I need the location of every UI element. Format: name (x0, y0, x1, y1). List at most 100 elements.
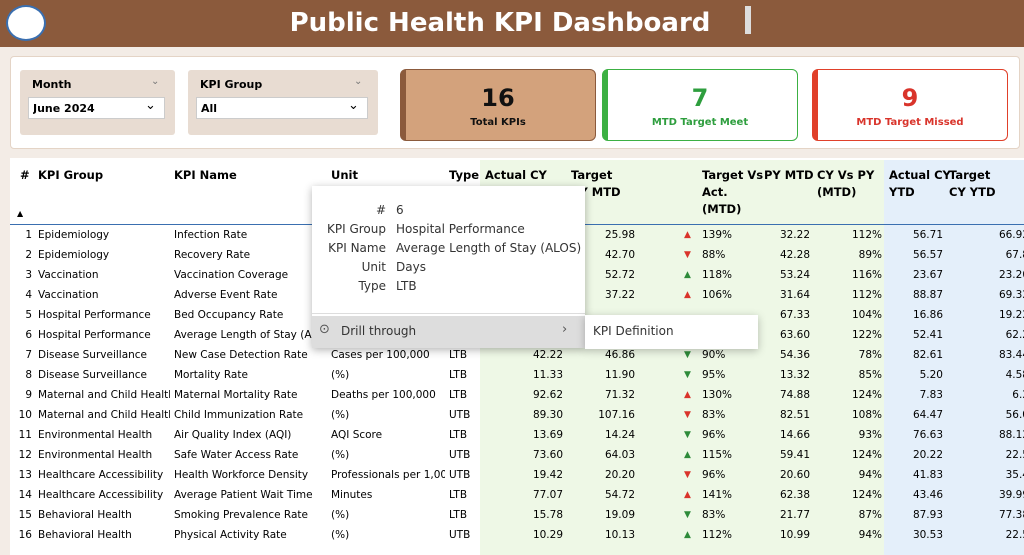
cell: (%) (331, 509, 350, 521)
status-arrow: ▼ (684, 250, 691, 260)
cell: 56.57 (912, 249, 943, 261)
cell: 96% (702, 469, 726, 481)
cell: Hospital Performance (38, 329, 151, 341)
cell: 37.22 (604, 289, 635, 301)
status-arrow: ▲ (684, 230, 691, 240)
cell: 53.24 (779, 269, 810, 281)
cell: 124% (851, 489, 882, 501)
submenu[interactable] (585, 315, 758, 349)
column-header: KPI Name (174, 168, 237, 182)
cell: 112% (851, 289, 882, 301)
cell: 90% (702, 349, 726, 361)
cell: Vaccination (38, 269, 99, 281)
cell: 10 (18, 409, 32, 421)
menu-chevron: › (562, 322, 568, 337)
cell: 2 (25, 249, 32, 261)
menu-icon: ⊙ (319, 322, 330, 337)
filter-label: Month (32, 78, 72, 91)
cell: Hospital Performance (38, 309, 151, 321)
cell: 5 (25, 309, 32, 321)
cell: AQI Score (331, 429, 383, 441)
kpi-card (602, 69, 798, 141)
column-header: Unit (331, 168, 358, 182)
cell: 54.72 (604, 489, 635, 501)
kpi-label: MTD Target Missed (856, 117, 964, 128)
cell: 4 (25, 289, 32, 301)
cell: Environmental Health (38, 449, 153, 461)
cell: 67.8 (1005, 249, 1024, 261)
cell: Cases per 100,000 (331, 349, 430, 361)
cell: Health Workforce Density (174, 469, 309, 481)
cell: (%) (331, 449, 350, 461)
cell: Deaths per 100,000 (331, 389, 436, 401)
status-arrow: ▲ (684, 490, 691, 500)
cell: Maternal Mortality Rate (174, 389, 298, 401)
cell: Child Immunization Rate (174, 409, 304, 421)
cell: UTB (449, 449, 471, 461)
cell: 94% (858, 469, 882, 481)
menu-text: Drill through (341, 324, 417, 338)
tooltip-label: KPI Group (327, 222, 386, 236)
filter-value: June 2024 (33, 102, 95, 115)
status-arrow: ▼ (684, 410, 691, 420)
column-header: PY MTD (764, 168, 814, 182)
column-header: # (20, 168, 30, 182)
cell: Recovery Rate (174, 249, 251, 261)
cell: 20.22 (912, 449, 943, 461)
cell: 11.90 (604, 369, 635, 381)
cell: 62.2 (1005, 329, 1024, 341)
cell: 115% (702, 449, 733, 461)
status-arrow: ▼ (684, 510, 691, 520)
cell: 66.92 (998, 229, 1024, 241)
status-arrow: ▲ (684, 290, 691, 300)
menu-item[interactable] (312, 316, 585, 348)
cell: Safe Water Access Rate (174, 449, 299, 461)
cell: 19.22 (998, 309, 1024, 321)
cell: 16 (18, 529, 32, 541)
cell: 23.67 (912, 269, 943, 281)
filter-dropdown[interactable] (28, 97, 165, 119)
filter-label: KPI Group (200, 78, 263, 91)
cell: 106% (702, 289, 733, 301)
cell: 16.86 (912, 309, 943, 321)
cell: 88.87 (912, 289, 943, 301)
cell: 96% (702, 429, 726, 441)
filter-dropdown[interactable] (196, 97, 368, 119)
cell: 10.99 (779, 529, 810, 541)
cell: Maternal and Child Health (38, 409, 170, 421)
cell: Behavioral Health (38, 509, 132, 521)
cell: Vaccination (38, 289, 99, 301)
cell: 43.46 (912, 489, 943, 501)
cell: 107.16 (598, 409, 635, 421)
tooltip-label: Unit (361, 260, 386, 274)
cell: 7.83 (919, 389, 943, 401)
cell: (%) (331, 409, 350, 421)
cell: 63.60 (779, 329, 810, 341)
cell: 19.42 (532, 469, 563, 481)
cell: 88.12 (998, 429, 1024, 441)
cell: 95% (702, 369, 726, 381)
column-header: Actual CY YTD (889, 168, 951, 199)
cell: Infection Rate (174, 229, 248, 241)
cell: 59.41 (779, 449, 810, 461)
status-arrow: ▲ (684, 390, 691, 400)
cell: 6 (25, 329, 32, 341)
cell: Mortality Rate (174, 369, 248, 381)
cell: 78% (858, 349, 882, 361)
cell: 83% (702, 509, 726, 521)
status-arrow: ▼ (684, 370, 691, 380)
cell: 108% (851, 409, 882, 421)
tooltip-label: KPI Name (328, 241, 386, 255)
cell: 13 (18, 469, 32, 481)
cell: Vaccination Coverage (174, 269, 289, 281)
cell: 118% (702, 269, 733, 281)
cell: 64.03 (604, 449, 635, 461)
cell: 14.66 (779, 429, 810, 441)
cell: 10.29 (532, 529, 563, 541)
cell: LTB (449, 349, 468, 361)
cell: 141% (702, 489, 733, 501)
cell: 88% (702, 249, 726, 261)
cell: 112% (702, 529, 733, 541)
ytd-band (884, 160, 1024, 555)
